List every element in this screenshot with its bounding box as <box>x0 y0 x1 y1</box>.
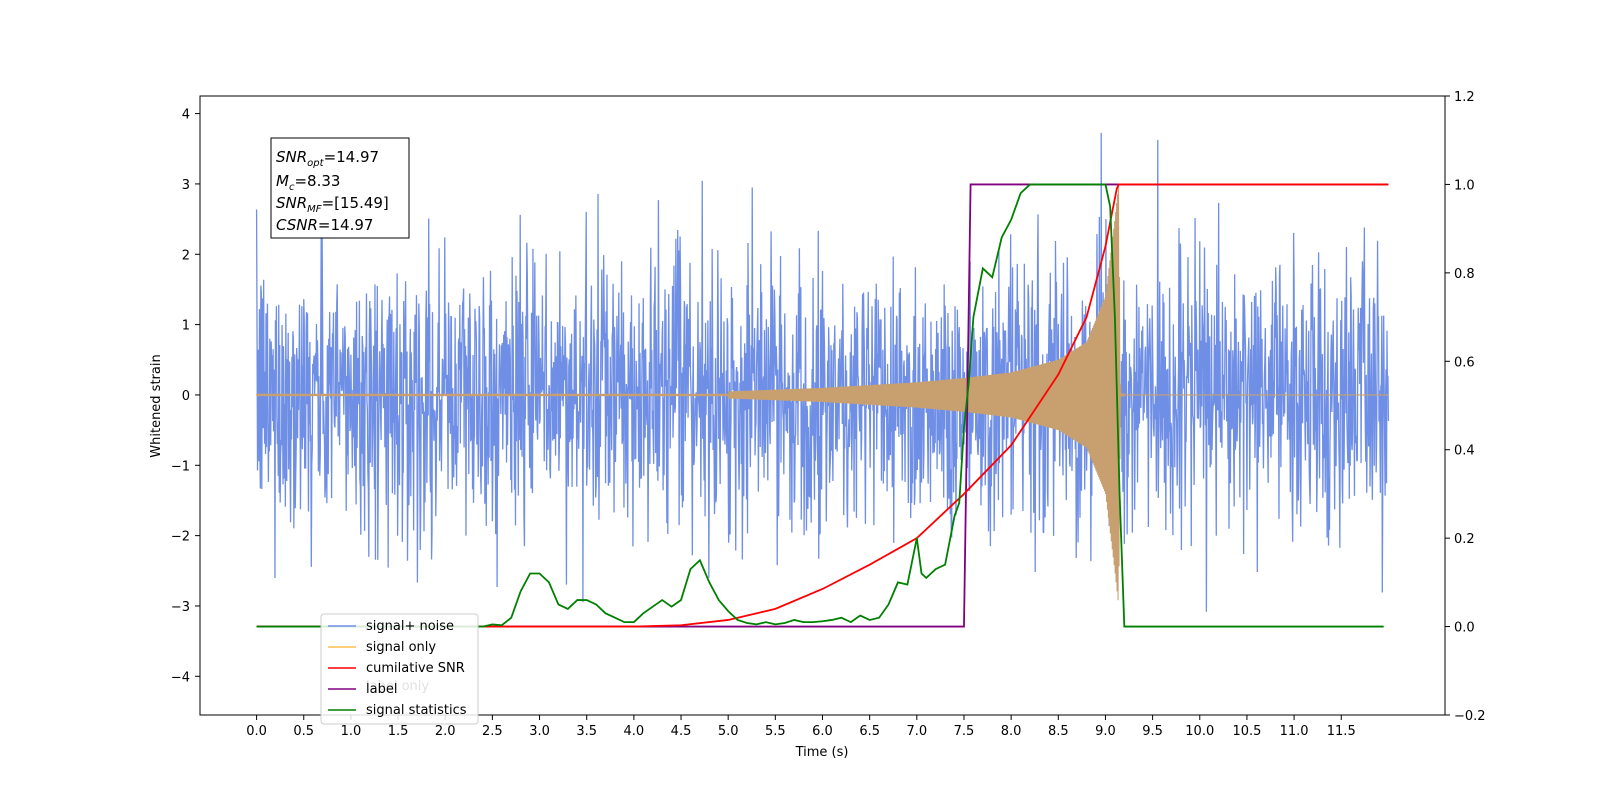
y-left-tick-label: −4 <box>171 670 190 685</box>
x-tick-label: 10.5 <box>1232 724 1261 739</box>
y-right-tick-label: −0.2 <box>1454 709 1486 724</box>
y-left-tick-label: 3 <box>182 178 190 193</box>
annotation-snr-mf: SNRMF=[15.49] <box>276 194 389 215</box>
y-right-tick-label: 1.2 <box>1454 90 1475 105</box>
x-tick-label: 1.0 <box>341 724 362 739</box>
left-y-ticks: 4 3 2 1 0 −1 −2 −3 −4 <box>171 108 200 685</box>
x-tick-label: 9.5 <box>1142 724 1163 739</box>
y-axis-label: Whitened strain <box>149 354 164 457</box>
series-layer <box>255 132 1390 628</box>
annotation-snr-opt: SNRopt=14.97 <box>276 148 379 169</box>
legend-entry-label: label <box>328 682 397 697</box>
annotation-box: SNRopt=14.97 Mc=8.33 SNRMF=[15.49] CSNR=… <box>270 137 410 239</box>
legend-entry-signal-noise: signal+ noise <box>328 619 454 634</box>
series-signal-statistics <box>256 183 1384 628</box>
x-tick-label: 6.0 <box>812 724 833 739</box>
x-tick-label: 4.5 <box>671 724 692 739</box>
x-tick-label: 9.0 <box>1095 724 1116 739</box>
y-right-tick-label: 0.0 <box>1454 621 1475 636</box>
x-tick-label: 2.5 <box>482 724 503 739</box>
annotation-mc: Mc=8.33 <box>276 172 340 193</box>
y-left-tick-label: 2 <box>182 248 190 263</box>
y-left-tick-label: −1 <box>171 459 190 474</box>
x-tick-label: 2.0 <box>435 724 456 739</box>
legend-frame <box>320 613 479 725</box>
legend-entry-signal-only: signal only <box>328 640 436 655</box>
x-axis-label: Time (s) <box>795 745 849 760</box>
y-right-tick-label: 0.4 <box>1454 444 1475 459</box>
y-left-tick-label: 0 <box>182 389 190 404</box>
x-tick-label: 6.5 <box>859 724 880 739</box>
x-tick-label: 4.0 <box>624 724 645 739</box>
x-tick-label: 8.5 <box>1048 724 1069 739</box>
legend-label-label: label <box>366 682 397 697</box>
x-tick-label: 7.0 <box>906 724 927 739</box>
y-left-tick-label: −2 <box>171 530 190 545</box>
series-signal-only <box>256 185 1389 601</box>
legend-entry-signal-statistics: signal statistics <box>328 703 467 718</box>
x-tick-label: 5.0 <box>718 724 739 739</box>
x-tick-label: 11.0 <box>1280 724 1309 739</box>
series-signal-noise <box>255 132 1390 612</box>
x-tick-label: 3.5 <box>576 724 597 739</box>
legend-label-signal-statistics: signal statistics <box>366 703 467 718</box>
y-right-tick-label: 1.0 <box>1454 178 1475 193</box>
annotation-frame <box>270 137 410 239</box>
y-right-tick-label: 0.6 <box>1454 355 1475 370</box>
y-left-tick-label: −3 <box>171 600 190 615</box>
y-left-tick-label: 4 <box>182 108 190 123</box>
x-tick-label: 5.5 <box>765 724 786 739</box>
x-tick-label: 7.5 <box>954 724 975 739</box>
legend-label-signal-only: signal only <box>366 640 436 655</box>
x-tick-label: 8.0 <box>1001 724 1022 739</box>
y-right-tick-label: 0.8 <box>1454 267 1475 282</box>
x-tick-label: 0.5 <box>293 724 314 739</box>
legend-label-cumulative-snr: cumilative SNR <box>366 661 465 676</box>
legend-entry-cumulative-snr: cumilative SNR <box>328 661 465 676</box>
x-tick-label: 1.5 <box>388 724 409 739</box>
annotation-csnr: CSNR=14.97 <box>276 216 373 234</box>
x-tick-label: 11.5 <box>1327 724 1356 739</box>
legend-label-signal-noise: signal+ noise <box>366 619 454 634</box>
x-tick-label: 10.0 <box>1185 724 1214 739</box>
right-y-ticks: 1.2 1.0 0.8 0.6 0.4 0.2 0.0 −0.2 <box>1445 90 1486 724</box>
y-left-tick-label: 1 <box>182 319 190 334</box>
legend: label only signal+ noise signal only cum… <box>320 613 479 725</box>
x-tick-label: 0.0 <box>246 724 267 739</box>
legend-ghost-text: label only <box>366 679 429 694</box>
x-tick-label: 3.0 <box>529 724 550 739</box>
x-ticks: 0.0 0.5 1.0 1.5 2.0 2.5 3.0 3.5 4.0 4.5 5.0 5.5 6.0 6… <box>246 715 1356 739</box>
y-right-tick-label: 0.2 <box>1454 532 1475 547</box>
